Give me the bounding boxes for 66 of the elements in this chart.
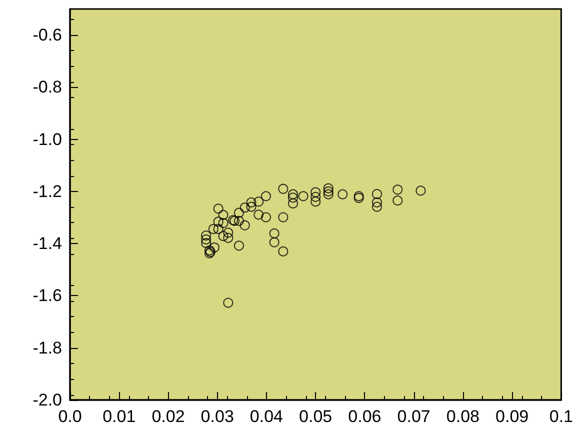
y-tick-label: -1.2 <box>32 182 62 201</box>
point <box>234 208 244 218</box>
point <box>260 212 271 222</box>
x-tick-label: 0.07 <box>397 407 430 426</box>
point <box>209 242 220 253</box>
point <box>269 237 280 248</box>
point <box>223 228 234 238</box>
point <box>392 184 403 195</box>
point <box>372 189 382 200</box>
point <box>254 210 264 220</box>
point <box>298 191 308 202</box>
point <box>278 184 288 194</box>
x-tick-label: 0.04 <box>250 407 284 426</box>
point <box>310 196 321 207</box>
point <box>392 196 403 206</box>
point <box>288 198 298 208</box>
point <box>246 202 256 212</box>
x-tick-label: 0.01 <box>102 407 136 426</box>
y-tick-label: -0.6 <box>32 26 62 45</box>
y-tick-label: -1.6 <box>32 286 62 306</box>
point <box>213 204 224 214</box>
point <box>323 189 334 200</box>
point <box>201 230 212 241</box>
point <box>201 234 212 244</box>
point <box>310 187 321 198</box>
point <box>372 197 382 208</box>
point <box>288 189 298 200</box>
point <box>323 186 334 196</box>
y-tick-label: -1.8 <box>32 338 62 358</box>
y-tick-label: -1.4 <box>32 234 62 254</box>
point <box>223 298 234 308</box>
x-tick-label: 0.08 <box>446 407 480 426</box>
point <box>260 191 271 202</box>
point <box>246 197 256 208</box>
x-tick-label: 0.0 <box>58 407 82 426</box>
point <box>208 224 218 234</box>
point <box>240 202 250 213</box>
point <box>223 232 234 243</box>
point <box>372 202 382 212</box>
x-tick-label: 0.1 <box>549 407 574 426</box>
x-tick-label: 0.05 <box>299 407 332 426</box>
y-tick-label: -1.0 <box>32 130 62 149</box>
point <box>218 231 228 242</box>
x-tick-label: 0.09 <box>496 407 529 426</box>
point <box>338 189 348 200</box>
point <box>218 210 228 220</box>
point <box>234 240 244 251</box>
y-tick-label: -0.8 <box>32 78 62 97</box>
point <box>323 183 334 194</box>
point <box>269 228 280 238</box>
point <box>201 238 212 248</box>
point <box>254 196 264 207</box>
x-tick-label: 0.03 <box>200 407 234 426</box>
point <box>310 192 321 202</box>
point <box>278 246 288 256</box>
point <box>218 218 228 228</box>
point <box>213 224 224 234</box>
point <box>288 192 298 203</box>
point <box>416 186 426 196</box>
point <box>278 212 288 222</box>
x-tick-label: 0.02 <box>152 407 185 426</box>
point <box>213 216 224 227</box>
point <box>240 220 250 230</box>
x-tick-label: 0.06 <box>348 407 382 426</box>
y-tick-label: -2.0 <box>32 390 62 410</box>
point <box>234 216 244 226</box>
